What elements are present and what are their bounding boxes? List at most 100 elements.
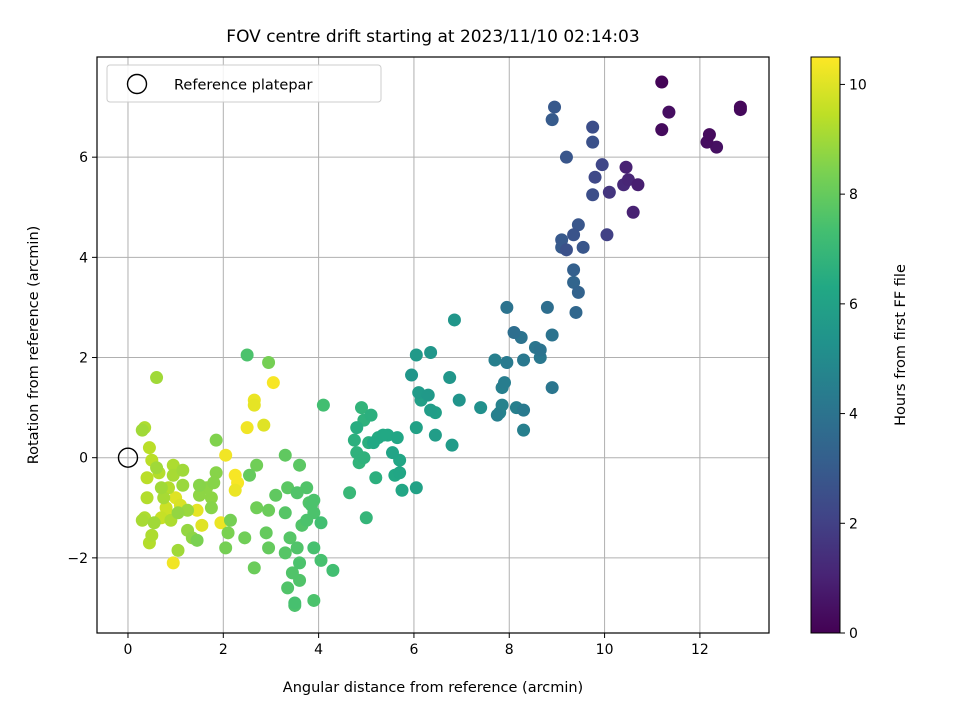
scatter-point (343, 486, 357, 500)
scatter-point (357, 451, 371, 465)
scatter-point (350, 421, 364, 435)
scatter-point (285, 566, 299, 580)
scatter-point (307, 593, 321, 607)
reference-marker (117, 447, 139, 468)
scatter-points (135, 75, 747, 612)
scatter-point (355, 401, 369, 415)
colorbar-tick-label: 0 (849, 626, 858, 642)
scatter-point (219, 541, 233, 555)
scatter-point (385, 446, 399, 460)
scatter-point (259, 526, 273, 540)
scatter-point (190, 503, 204, 517)
scatter-point (390, 431, 404, 445)
scatter-point (135, 513, 149, 527)
scatter-point (540, 300, 554, 314)
scatter-point (366, 436, 380, 450)
scatter-point (369, 471, 383, 485)
scatter-point (586, 120, 600, 134)
scatter-point (424, 346, 438, 360)
scatter-point (626, 205, 640, 219)
scatter-point (240, 348, 254, 362)
scatter-point (421, 388, 435, 402)
scatter-point (150, 461, 164, 475)
x-axis-ticks: 0 2 4 6 8 10 12 (124, 633, 709, 658)
scatter-point (733, 100, 747, 114)
scatter-point (221, 526, 235, 540)
scatter-point (376, 428, 390, 442)
scatter-point (228, 483, 242, 497)
y-tick-label: 4 (79, 250, 88, 266)
scatter-point (262, 356, 276, 370)
scatter-point (204, 501, 218, 515)
scatter-point (166, 458, 180, 472)
scatter-point (495, 398, 509, 412)
scatter-point (250, 501, 264, 515)
x-tick-label: 6 (409, 642, 418, 658)
scatter-point (147, 516, 161, 530)
scatter-point (223, 513, 237, 527)
scatter-point (548, 100, 562, 114)
scatter-point (293, 556, 307, 570)
scatter-point (567, 228, 581, 242)
scatter-point (545, 113, 559, 127)
scatter-point (559, 243, 573, 257)
scatter-point (288, 596, 302, 610)
scatter-point (307, 541, 321, 555)
scatter-point (500, 356, 514, 370)
scatter-point (559, 150, 573, 164)
scatter-point (209, 466, 223, 480)
scatter-point (428, 428, 442, 442)
scatter-point (135, 423, 149, 437)
scatter-point (190, 533, 204, 547)
scatter-point (507, 325, 521, 339)
x-tick-label: 12 (691, 642, 709, 658)
colorbar-tick-label: 4 (849, 407, 858, 423)
scatter-point (545, 381, 559, 395)
colorbar-tick-label: 8 (849, 187, 858, 203)
scatter-point (619, 160, 633, 174)
scatter-point (409, 348, 423, 362)
scatter-point (409, 421, 423, 435)
scatter-point (314, 553, 328, 567)
scatter-point (567, 263, 581, 277)
scatter-point (326, 563, 340, 577)
scatter-point (347, 433, 361, 447)
scatter-point (209, 433, 223, 447)
scatter-point (166, 468, 180, 482)
grid (97, 57, 769, 633)
chart-title: FOV centre drift starting at 2023/11/10 … (226, 27, 639, 47)
scatter-point (443, 371, 457, 385)
scatter-point (278, 506, 292, 520)
scatter-point (488, 353, 502, 367)
x-tick-label: 0 (124, 642, 133, 658)
scatter-point (567, 275, 581, 289)
legend: Reference platepar (106, 64, 382, 103)
scatter-point (474, 401, 488, 415)
scatter-point (238, 531, 252, 545)
scatter-point (142, 441, 156, 455)
scatter-point (533, 343, 547, 357)
scatter-point (314, 516, 328, 530)
scatter-point (304, 498, 318, 512)
scatter-point (192, 488, 206, 502)
legend-box (106, 64, 382, 103)
scatter-point (710, 140, 724, 154)
scatter-point (517, 403, 531, 417)
scatter-point (140, 491, 154, 505)
x-tick-label: 10 (596, 642, 614, 658)
scatter-point (447, 313, 461, 327)
scatter-point (517, 353, 531, 367)
x-tick-label: 4 (314, 642, 323, 658)
y-tick-label: 6 (79, 150, 88, 166)
legend-reference-marker (126, 73, 148, 95)
scatter-point (576, 240, 590, 254)
scatter-point (571, 285, 585, 299)
scatter-point (159, 501, 173, 515)
scatter-point (393, 466, 407, 480)
scatter-point (293, 458, 307, 472)
colorbar-tick-label: 6 (849, 297, 858, 313)
scatter-point (283, 531, 297, 545)
scatter-point (166, 556, 180, 570)
plot-frame (96, 56, 770, 634)
scatter-point (269, 488, 283, 502)
